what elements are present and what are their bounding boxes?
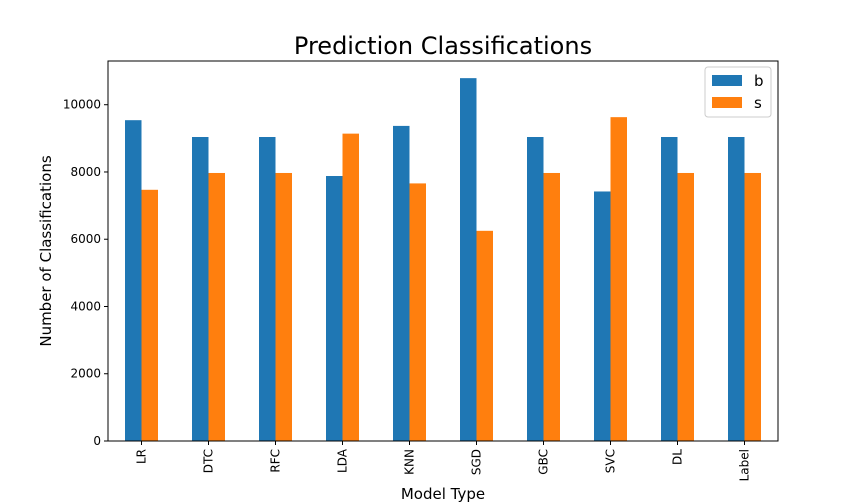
x-tick-label-dtc: DTC: [202, 449, 216, 473]
y-tick-label: 2000: [70, 367, 101, 381]
bar-b-label: [728, 137, 745, 441]
bar-b-gbc: [527, 137, 544, 441]
bar-s-sgd: [476, 230, 493, 441]
y-axis: 0 2000 4000 6000 8000 10000: [63, 98, 108, 448]
bar-s-rfc: [275, 172, 292, 441]
x-tick-label-rfc: RFC: [269, 449, 283, 473]
x-axis: LR DTC RFC LDA KNN SGD GBC SVC DL Label: [135, 441, 752, 481]
bar-b-sgd: [460, 78, 477, 441]
bar-s-lda: [342, 133, 359, 442]
y-tick-label: 6000: [70, 232, 101, 246]
bar-s-lr: [141, 189, 158, 441]
bar-s-label: [744, 172, 761, 441]
bar-b-dtc: [192, 137, 209, 441]
chart-title: Prediction Classifications: [294, 32, 592, 60]
y-tick-label: 10000: [63, 98, 101, 112]
bar-b-svc: [594, 191, 611, 441]
x-tick-label-sgd: SGD: [470, 449, 484, 475]
bar-s-dl: [677, 172, 694, 441]
x-axis-label: Model Type: [401, 485, 485, 503]
bars-group: [125, 78, 761, 442]
bar-s-dtc: [208, 172, 225, 441]
legend-swatch-s: [712, 97, 742, 108]
legend-label-b: b: [754, 72, 764, 90]
plot-frame: [107, 60, 779, 442]
bar-b-lr: [125, 120, 142, 441]
x-tick-label-lr: LR: [135, 449, 149, 464]
x-tick-label-gbc: GBC: [537, 449, 551, 475]
x-tick-label-knn: KNN: [403, 449, 417, 475]
x-tick-label-svc: SVC: [604, 449, 618, 473]
y-tick-label: 0: [93, 434, 101, 448]
x-tick-label-label: Label: [738, 449, 752, 481]
bar-s-knn: [409, 183, 426, 441]
bar-s-gbc: [543, 172, 560, 441]
x-tick-label-dl: DL: [671, 449, 685, 465]
bar-b-dl: [661, 137, 678, 441]
legend-swatch-b: [712, 75, 742, 86]
bar-b-knn: [393, 125, 410, 442]
legend: bs: [704, 66, 772, 118]
y-tick-label: 4000: [70, 299, 101, 313]
bar-s-svc: [610, 117, 627, 441]
bar-b-rfc: [259, 137, 276, 441]
bar-b-lda: [326, 176, 343, 441]
legend-label-s: s: [754, 94, 762, 112]
y-tick-label: 8000: [70, 165, 101, 179]
x-tick-label-lda: LDA: [336, 448, 350, 473]
y-axis-label: Number of Classifications: [37, 155, 55, 347]
